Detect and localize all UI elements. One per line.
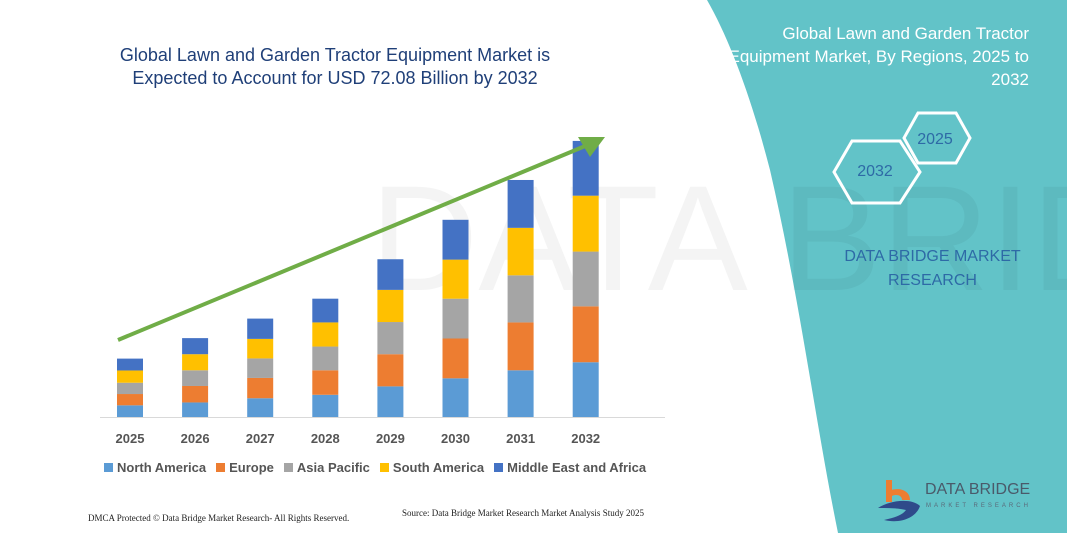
bar-segment-2028-north-america [312,394,339,417]
bar-segment-2025-north-america [117,405,143,417]
bar-segment-2026-europe [182,385,209,403]
bar-segment-2030-asia-pacific [442,298,469,339]
bar-segment-2025-middle-east-and-africa [117,358,143,371]
legend-swatch [216,463,226,472]
bar-segment-2032-europe [572,306,599,363]
logo-subtext: MARKET RESEARCH [926,503,1031,509]
legend-swatch [494,463,504,472]
panel-title: Global Lawn and Garden Tractor Equipment… [728,24,1030,89]
bar-segment-2030-middle-east-and-africa [442,219,469,260]
legend-swatch [283,463,293,472]
x-tick-label: 2025 [116,431,145,446]
legend-label: Europe [229,460,274,475]
hex-label-2032: 2032 [857,163,893,180]
legend-swatch [104,463,113,472]
bar-segment-2027-middle-east-and-africa [247,318,274,339]
bar-segment-2028-middle-east-and-africa [312,298,339,323]
bar-segment-2029-south-america [377,289,404,323]
bar-segment-2025-europe [117,394,143,406]
bar-segment-2029-asia-pacific [377,322,404,355]
hexagon-2032 [832,139,922,205]
data-bridge-logo-icon [878,480,920,522]
bar-segment-2026-south-america [182,354,209,371]
bar-segment-2026-north-america [182,402,209,417]
legend-item: Middle East and Africa [494,460,646,475]
x-tick-label: 2028 [311,431,340,446]
trend-arrow [117,137,605,342]
bar-segment-2029-europe [377,354,404,387]
legend-label: South America [392,460,485,475]
bar-segment-2028-asia-pacific [312,346,339,371]
bar-segment-2027-europe [247,377,274,399]
x-tick-label: 2029 [376,431,405,446]
bar-segment-2032-north-america [572,362,599,417]
bar-segment-2027-north-america [247,398,274,417]
legend-swatch [379,463,389,472]
bar-segment-2028-europe [312,370,339,395]
bar-segment-2032-asia-pacific [572,251,599,307]
bar-segment-2029-north-america [377,386,404,417]
x-tick-label: 2027 [246,431,275,446]
bar-segment-2026-middle-east-and-africa [182,338,209,355]
legend-label: Asia Pacific [296,460,370,475]
bar-segment-2027-south-america [247,338,274,359]
bar-segment-2027-asia-pacific [247,358,274,378]
bar-segment-2030-south-america [442,259,469,299]
bar-segment-2031-asia-pacific [507,275,534,323]
bar-segment-2026-asia-pacific [182,370,209,386]
x-tick-label: 2026 [181,431,210,446]
bar-segment-2025-asia-pacific [117,382,143,395]
brand-text: DATA BRIDGE MARKET RESEARCH [844,248,1021,289]
hexagon-2025 [902,111,972,165]
chart-title: Global Lawn and Garden Tractor Equipment… [119,45,551,88]
bar-segment-2031-south-america [507,227,534,276]
bar-segment-2025-south-america [117,370,143,383]
bar-segment-2030-north-america [442,378,469,417]
bar-segment-2030-europe [442,338,469,379]
watermark: DATA BRIDGE [370,154,1067,322]
bar-segment-2031-europe [507,322,534,371]
legend-label: North America [117,460,207,475]
x-tick-label: 2032 [571,431,600,446]
legend-label: Middle East and Africa [507,460,647,475]
bar-segment-2028-south-america [312,322,339,347]
legend-item: Asia Pacific [283,460,370,475]
copyright-notice: DMCA Protected © Data Bridge Market Rese… [88,513,350,523]
teal-panel [707,0,1067,533]
logo-text: DATA BRIDGE [925,481,1031,498]
legend: North America Europe Asia Pacific South Ame… [104,460,646,475]
legend-item: North America [104,460,206,475]
legend-item: Europe [216,460,274,475]
bar-segment-2029-middle-east-and-africa [377,259,404,290]
bar-segment-2032-south-america [572,195,599,252]
legend-item: South America [379,460,485,475]
x-tick-label: 2030 [441,431,470,446]
source-note: Source: Data Bridge Market Research Mark… [402,508,644,518]
x-tick-label: 2031 [506,431,535,446]
bar-segment-2031-middle-east-and-africa [507,179,534,228]
bar-segment-2031-north-america [507,370,534,417]
hex-label-2025: 2025 [917,131,953,148]
